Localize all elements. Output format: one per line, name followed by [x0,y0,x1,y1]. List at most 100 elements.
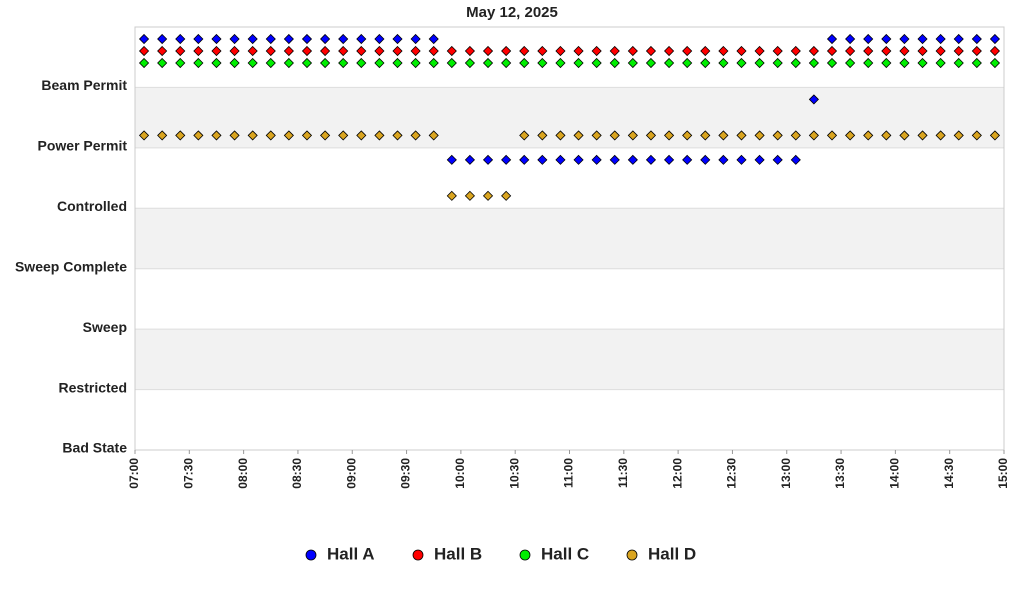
point [320,33,331,45]
point [501,190,512,201]
point [428,130,439,141]
point [917,45,928,57]
band [135,208,1004,269]
point [265,130,276,141]
point [863,57,874,69]
point [573,130,584,141]
point [537,45,548,57]
x-tick-label: 11:00 [562,458,576,488]
point [175,33,186,45]
point [320,45,331,57]
point [971,33,982,45]
point [519,57,530,69]
point [591,130,602,141]
point [229,45,240,57]
point [808,94,819,105]
legend-label: Hall A [327,544,375,563]
point [501,45,512,57]
x-tick-label: 14:30 [942,458,956,489]
x-tick-label: 15:00 [996,458,1010,489]
point [700,154,711,165]
point [356,130,367,141]
point [790,57,801,69]
point [283,45,294,57]
point [555,57,566,69]
point [736,154,747,165]
x-tick-label: 07:00 [127,458,141,489]
point [772,130,783,141]
legend-label: Hall D [648,544,696,563]
point [211,33,222,45]
point [645,57,657,69]
point [808,57,819,69]
point [682,57,693,69]
point [682,154,693,165]
point [410,130,421,141]
legend-marker [519,549,531,561]
y-tick-label: Beam Permit [41,77,127,93]
point [645,154,657,165]
point [247,57,258,69]
point [157,130,168,141]
point [138,130,150,141]
point [989,57,1001,69]
point [555,130,566,141]
point [989,33,1001,45]
point [881,33,892,45]
point [138,57,150,69]
point [971,130,982,141]
point [229,57,240,69]
point [736,57,747,69]
point [283,33,294,45]
point [790,130,801,141]
point [899,130,910,141]
point [338,33,349,45]
point [193,33,204,45]
point [501,154,512,165]
point [356,45,367,57]
point [464,190,475,201]
point [682,130,693,141]
legend-marker [305,549,317,561]
point [175,57,186,69]
x-tick-label: 07:30 [181,458,195,489]
point [718,130,729,141]
point [953,33,964,45]
point [301,57,313,69]
legend-label: Hall C [541,544,589,563]
point [935,57,946,69]
point [356,57,367,69]
point [537,57,548,69]
point [392,57,403,69]
point [645,130,657,141]
point [899,33,910,45]
point [320,57,331,69]
point [157,33,168,45]
point [863,45,874,57]
point [917,33,928,45]
point [374,130,385,141]
point [482,57,494,69]
y-tick-label: Sweep [83,319,127,335]
point [265,45,276,57]
point [935,130,946,141]
point [428,45,439,57]
point [953,57,964,69]
point [211,57,222,69]
point [428,57,439,69]
point [446,57,457,69]
point [193,57,204,69]
point [609,57,620,69]
legend-marker [626,549,638,561]
point [211,45,222,57]
point [935,33,946,45]
point [247,45,258,57]
point [138,33,150,45]
point [863,130,874,141]
point [953,45,964,57]
point [917,130,928,141]
y-tick-label: Power Permit [38,138,128,154]
point [482,45,494,57]
point [971,45,982,57]
y-tick-label: Controlled [57,198,127,214]
